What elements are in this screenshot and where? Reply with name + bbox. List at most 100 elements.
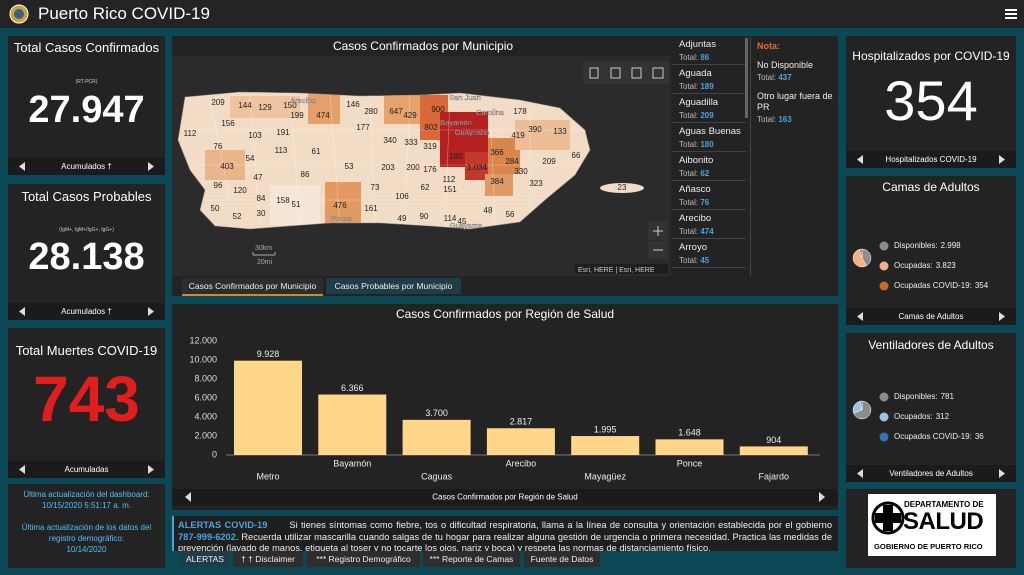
municipio-count: 284 (505, 157, 519, 166)
total-label: Total: (679, 256, 699, 265)
tool-basemap[interactable] (652, 67, 664, 79)
card-title: Hospitalizados por COVID-19 (852, 49, 1010, 63)
footer-text: Hospitalizados COVID-19 (885, 155, 977, 164)
next-arrow[interactable] (998, 155, 1006, 164)
place-name: San Juan (449, 93, 481, 102)
municipio-count: 161 (364, 204, 378, 213)
note-total: Total: 163 (757, 115, 835, 124)
total-label: Total: (679, 53, 699, 62)
header: Puerto Rico COVID-19 (0, 0, 1024, 28)
card-value: 743 (33, 363, 140, 435)
municipio-total: Total: 45 (679, 256, 746, 265)
bar (318, 394, 387, 455)
prev-arrow[interactable] (18, 307, 26, 316)
card-footer: Acumuladas (8, 461, 165, 478)
logo-cross (871, 501, 905, 535)
bottom-tab[interactable]: † † Disclaimer (233, 551, 303, 567)
municipio-count: 384 (490, 177, 504, 186)
bar (739, 446, 808, 455)
map-tab[interactable]: Casos Probables por Municipio (326, 278, 461, 294)
tool-layers[interactable] (631, 67, 642, 79)
note-items: No Disponible Total: 437 Otro lugar fuera … (757, 60, 838, 124)
municipio-count: 900 (431, 105, 445, 114)
culebra (568, 151, 584, 159)
prev-arrow[interactable] (856, 155, 864, 164)
y-tick-label: 6.000 (194, 392, 217, 402)
bottom-tab[interactable]: *** Reporte de Camas (423, 551, 520, 567)
municipio-item[interactable]: Arecibo Total: 474 (672, 210, 746, 239)
total-value: 76 (700, 198, 710, 207)
chart-footer-bg (172, 489, 838, 506)
municipio-total: Total: 62 (679, 169, 746, 178)
municipio-total: Total: 180 (679, 140, 746, 149)
card-probables: Total Casos Probables (IgM+, IgM+/IgG+, … (8, 184, 165, 320)
scrollbar[interactable] (745, 38, 748, 118)
value-label: 1.648 (678, 428, 701, 438)
municipio-count: 403 (220, 162, 234, 171)
bottom-tab[interactable]: *** Registro Demográfico (307, 551, 420, 567)
next-arrow[interactable] (998, 312, 1006, 321)
tool-bookmark[interactable] (589, 67, 599, 79)
zoom-in[interactable] (648, 222, 668, 240)
card-confirmados: Total Casos Confirmados (RT-PCR) 27.947 … (8, 36, 165, 175)
next-arrow[interactable] (147, 162, 155, 171)
x-tick-label: Ponce (677, 458, 703, 468)
municipio-count: 62 (421, 183, 430, 192)
municipio-count: 133 (553, 127, 567, 136)
legend-name: Ocupados COVID-19: (894, 432, 972, 441)
municipio-count: 390 (528, 125, 542, 134)
map-title: Casos Confirmados por Municipio (333, 39, 513, 53)
municipio-count: 112 (443, 175, 456, 184)
logo: DEPARTAMENTO DE SALUD GOBIERNO DE PUERTO… (868, 494, 996, 556)
municipio-count: 203 (381, 163, 395, 172)
municipio-count: 73 (371, 183, 380, 192)
next-arrow[interactable] (819, 492, 825, 502)
municipio-count: 120 (233, 186, 247, 195)
card-subtitle: (RT-PCR) (75, 79, 98, 85)
municipio-count: 112 (184, 129, 197, 138)
next-arrow[interactable] (998, 469, 1006, 478)
prev-arrow[interactable] (18, 465, 26, 474)
prev-arrow[interactable] (185, 492, 191, 502)
update-text: Última actualización de los datos del re… (21, 523, 152, 543)
municipio-item[interactable]: Aguadilla Total: 209 (672, 94, 746, 123)
place-name: Arecibo (290, 96, 315, 105)
zoom-out[interactable] (648, 241, 668, 259)
note-name: Otro lugar fuera de PR (757, 91, 833, 112)
municipio-count: 647 (389, 107, 403, 116)
y-tick-label: 2.000 (194, 430, 217, 440)
municipio-item[interactable]: Arroyo Total: 45 (672, 239, 746, 268)
prev-arrow[interactable] (18, 162, 26, 171)
municipio-count: 802 (424, 123, 438, 132)
total-value: 474 (700, 227, 714, 236)
legend-entry: Ocupados: 312 (894, 412, 950, 421)
municipio-count: 66 (572, 151, 581, 160)
legend-entry: Disponibles: 781 (894, 392, 954, 401)
y-tick-label: 12.000 (189, 335, 217, 345)
bottom-tab[interactable]: ALERTAS (181, 551, 229, 567)
municipio-count: 180 (449, 152, 463, 161)
municipio-count: 209 (211, 98, 225, 107)
municipio-item[interactable]: Aguada Total: 189 (672, 65, 746, 94)
y-tick-label: 8.000 (194, 373, 217, 383)
prev-arrow[interactable] (856, 469, 864, 478)
total-label: Total: (679, 227, 699, 236)
menu-button[interactable] (1004, 7, 1018, 21)
prev-arrow[interactable] (856, 312, 864, 321)
municipio-item[interactable]: Aibonito Total: 62 (672, 152, 746, 181)
scale-km: 30km (255, 245, 272, 252)
bottom-tab[interactable]: Fuente de Datos (524, 551, 600, 567)
tool-legend[interactable] (610, 67, 621, 79)
municipio-item[interactable]: Adjuntas Total: 86 (672, 36, 746, 65)
next-arrow[interactable] (147, 307, 155, 316)
next-arrow[interactable] (147, 465, 155, 474)
legend-value: 3.823 (936, 261, 957, 270)
map-tab[interactable]: Casos Confirmados por Municipio (182, 278, 323, 296)
municipio-item[interactable]: Añasco Total: 76 (672, 181, 746, 210)
place-name: Guaynabo (455, 128, 490, 137)
municipio-item[interactable]: Aguas Buenas Total: 180 (672, 123, 746, 152)
legend-entry: Ocupados COVID-19: 36 (894, 432, 984, 441)
legend-name: Disponibles: (894, 392, 938, 401)
place-name: Guayama (450, 221, 483, 230)
